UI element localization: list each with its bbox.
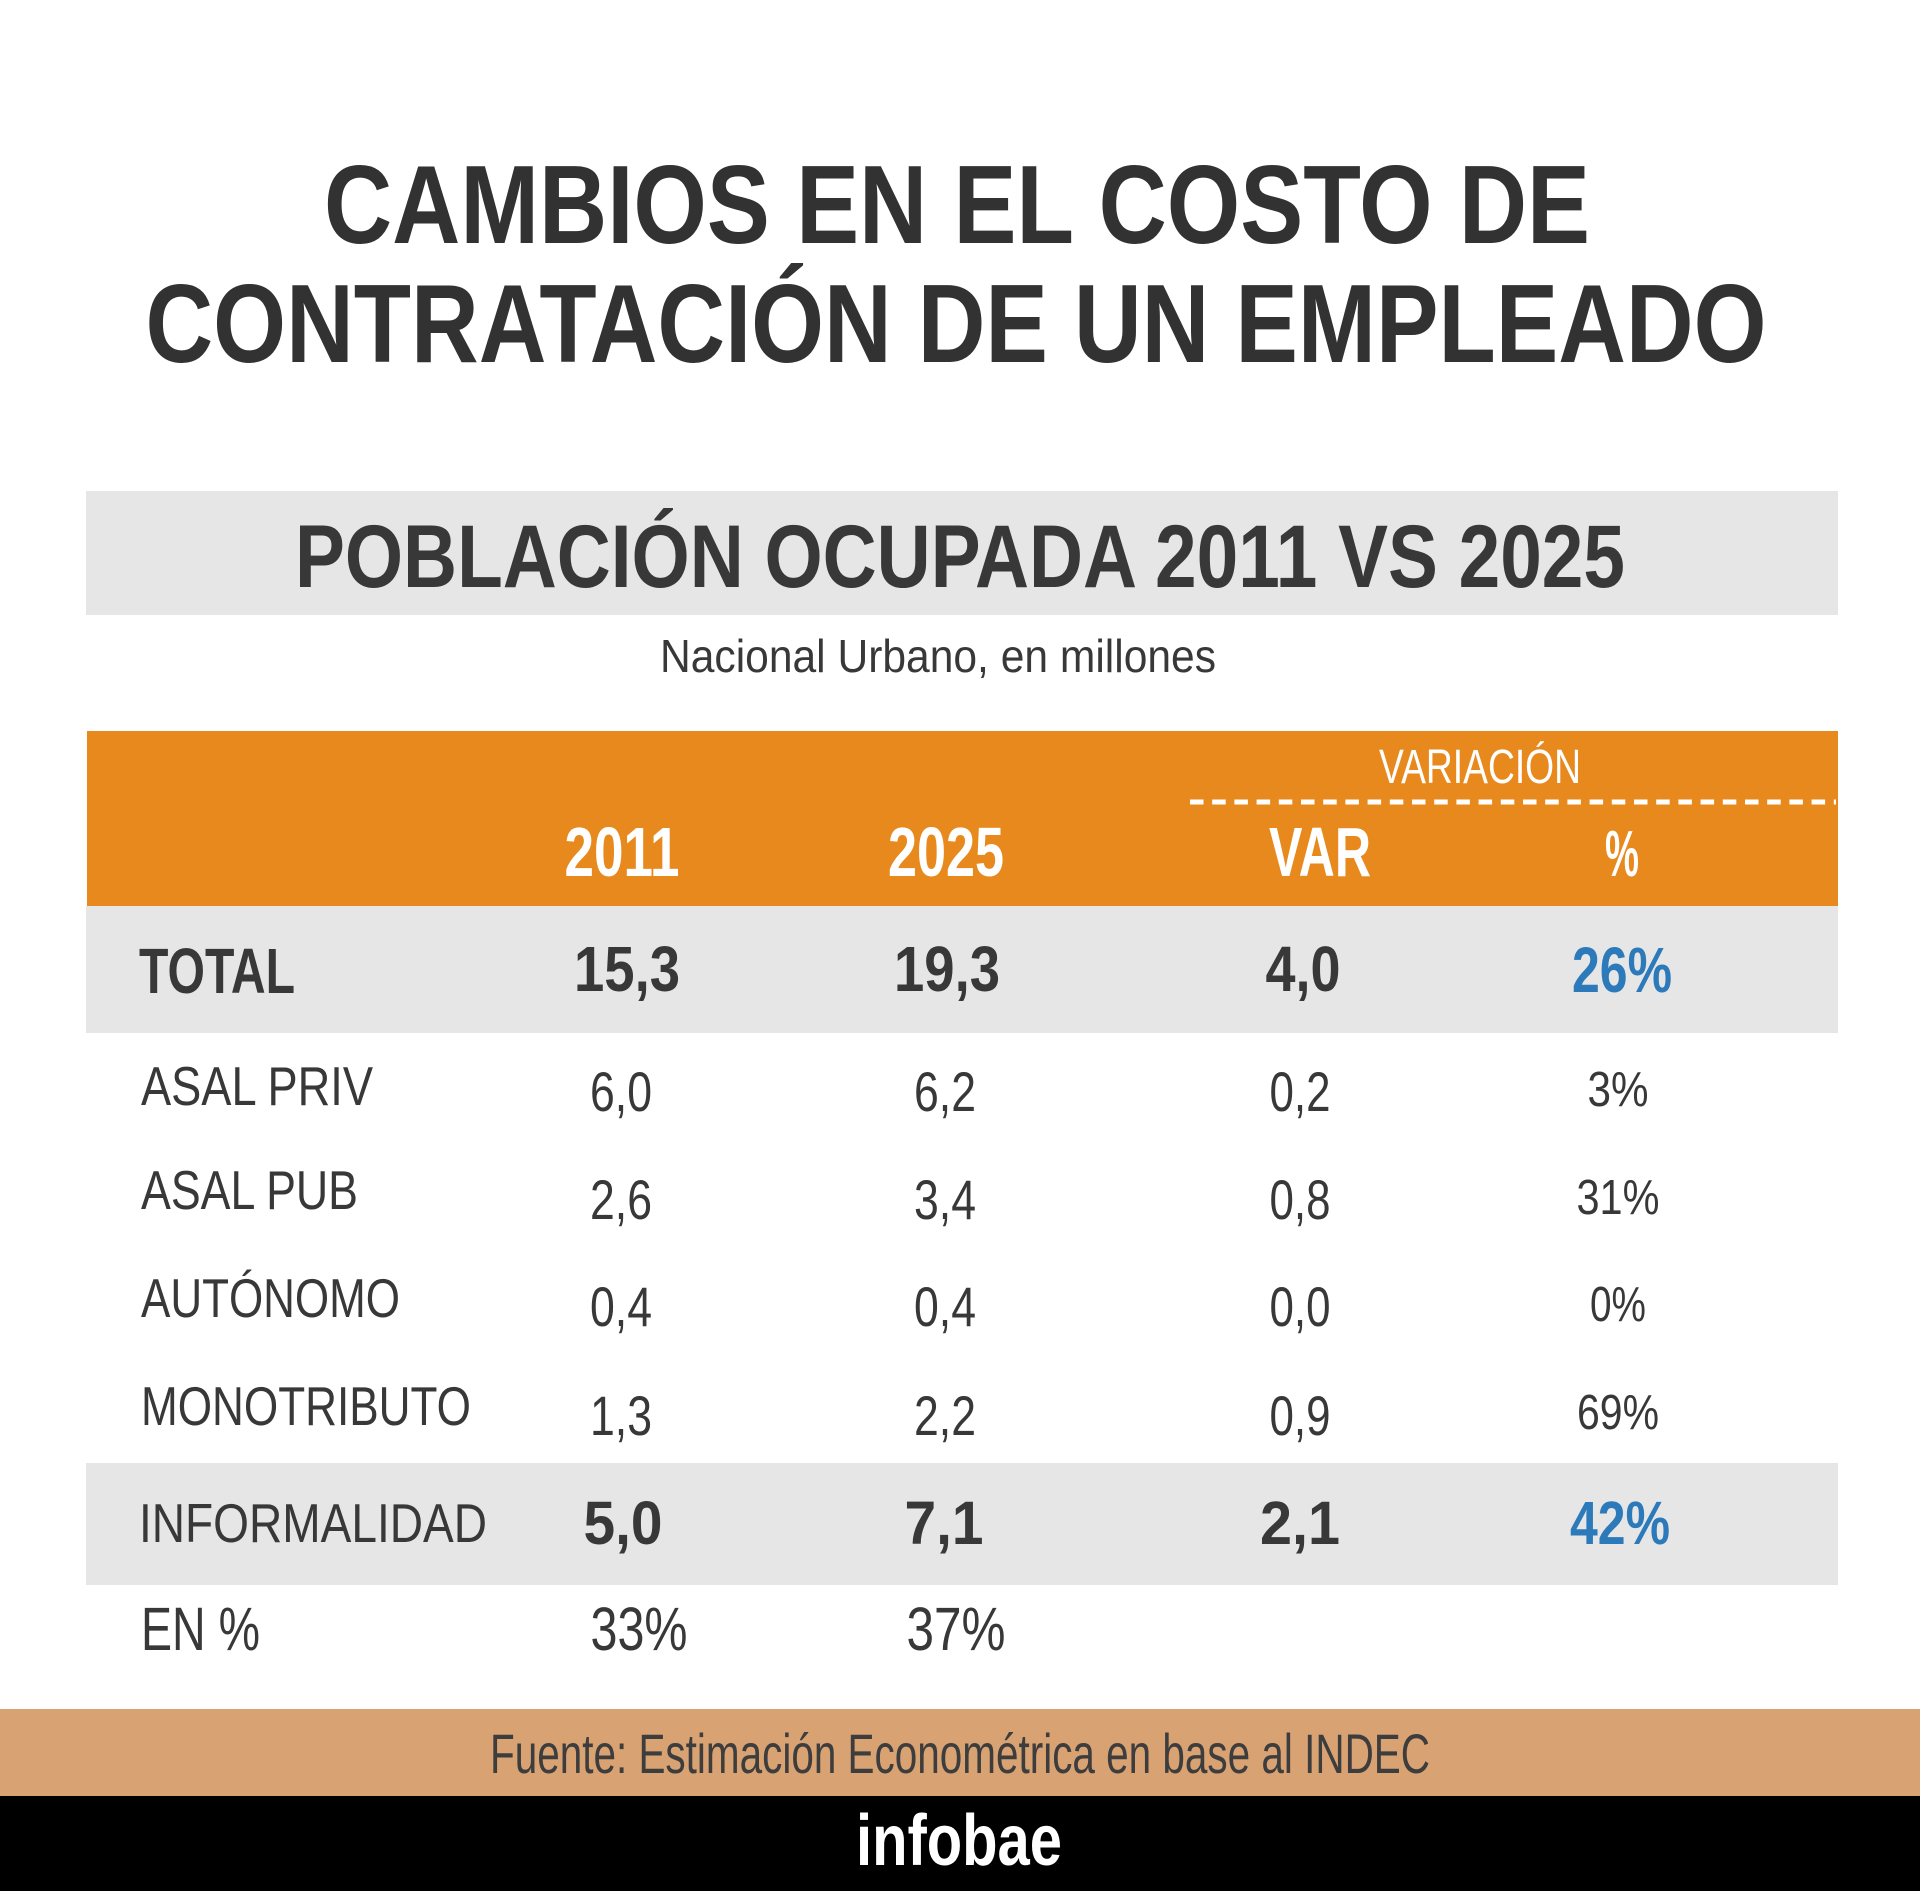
svg-text:5,0: 5,0 [584,1489,663,1557]
svg-text:0,4: 0,4 [914,1275,976,1338]
svg-text:0,4: 0,4 [590,1275,652,1338]
svg-text:6,2: 6,2 [914,1060,976,1123]
svg-text:0,0: 0,0 [1270,1275,1331,1338]
svg-text:ASAL PRIV: ASAL PRIV [141,1055,373,1117]
svg-text:EN %: EN % [141,1595,260,1663]
svg-text:0%: 0% [1590,1278,1646,1332]
svg-text:69%: 69% [1577,1386,1659,1440]
svg-text:19,3: 19,3 [894,933,1000,1005]
svg-text:AUTÓNOMO: AUTÓNOMO [141,1267,400,1329]
svg-text:TOTAL: TOTAL [139,935,295,1007]
svg-text:31%: 31% [1577,1171,1660,1225]
svg-text:37%: 37% [907,1595,1006,1663]
svg-text:6,0: 6,0 [590,1060,652,1123]
svg-text:3%: 3% [1588,1063,1649,1117]
svg-text:VARIACIÓN: VARIACIÓN [1379,740,1581,794]
svg-text:0,9: 0,9 [1270,1384,1331,1447]
svg-text:CAMBIOS EN EL COSTO DE: CAMBIOS EN EL COSTO DE [324,143,1590,267]
svg-text:42%: 42% [1570,1489,1670,1557]
svg-text:2011: 2011 [565,813,680,891]
svg-text:2025: 2025 [888,813,1004,891]
svg-text:4,0: 4,0 [1266,933,1341,1005]
svg-text:CONTRATACIÓN DE UN EMPLEADO: CONTRATACIÓN DE UN EMPLEADO [146,262,1767,386]
svg-text:Nacional Urbano, en millones: Nacional Urbano, en millones [660,630,1216,682]
svg-text:INFORMALIDAD: INFORMALIDAD [139,1492,487,1554]
svg-text:1,3: 1,3 [590,1384,652,1447]
svg-text:26%: 26% [1572,934,1672,1006]
svg-text:2,6: 2,6 [590,1168,652,1231]
svg-text:VAR: VAR [1269,813,1371,891]
svg-text:Fuente: Estimación Econométric: Fuente: Estimación Econométrica en base … [490,1722,1430,1785]
svg-text:3,4: 3,4 [914,1168,976,1231]
svg-text:2,2: 2,2 [914,1384,976,1447]
svg-text:MONOTRIBUTO: MONOTRIBUTO [141,1375,471,1437]
svg-text:%: % [1605,817,1639,890]
svg-text:2,1: 2,1 [1260,1489,1340,1557]
svg-text:15,3: 15,3 [574,933,680,1005]
svg-text:infobae: infobae [856,1801,1062,1881]
svg-text:POBLACIÓN OCUPADA 2011 VS 2025: POBLACIÓN OCUPADA 2011 VS 2025 [295,506,1625,606]
svg-text:0,2: 0,2 [1270,1060,1331,1123]
svg-text:0,8: 0,8 [1270,1168,1331,1231]
svg-text:ASAL PUB: ASAL PUB [141,1159,358,1221]
svg-text:7,1: 7,1 [905,1489,984,1557]
svg-text:33%: 33% [591,1595,688,1663]
